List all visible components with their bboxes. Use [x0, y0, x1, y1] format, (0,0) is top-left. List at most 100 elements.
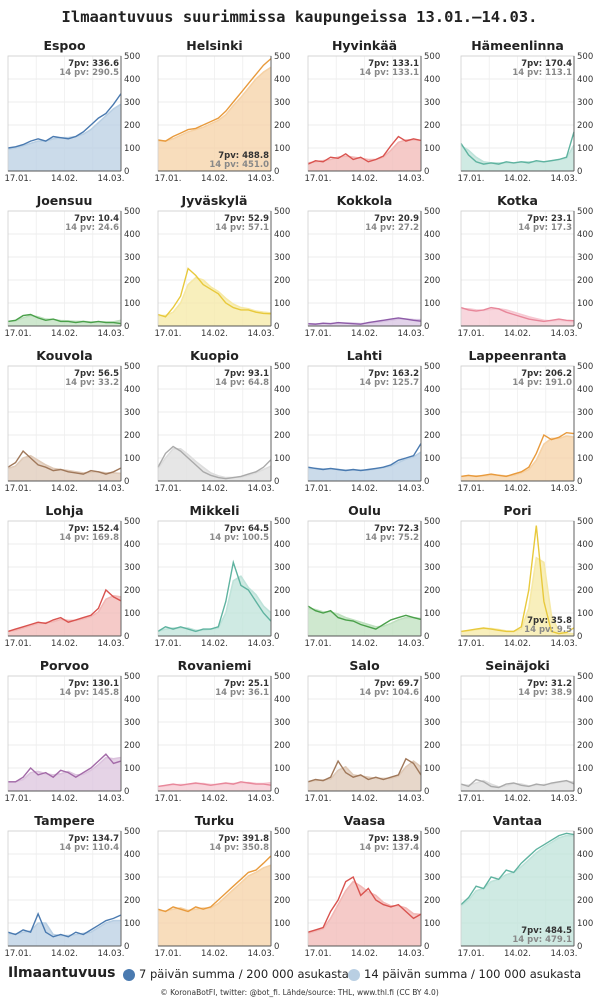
value-label-14: 14 pv: 9.5 — [524, 625, 572, 635]
y-tick-label: 400 — [577, 230, 593, 240]
y-tick-label: 400 — [577, 540, 593, 550]
x-tick-label: 17.01. — [457, 794, 484, 804]
y-tick-label: 200 — [424, 741, 440, 751]
y-tick-label: 100 — [274, 454, 290, 464]
y-tick-label: 0 — [577, 787, 582, 797]
y-tick-label: 400 — [274, 695, 290, 705]
small-multiples: Espoo 0 100 200 300 400 500 17.01. 14.02. 14.03. 7… — [4, 38, 593, 959]
y-tick-label: 100 — [124, 144, 140, 154]
x-tick-label: 17.01. — [4, 794, 31, 804]
y-tick-label: 200 — [124, 586, 140, 596]
series-14-area — [308, 139, 421, 171]
x-tick-label: 14.03. — [97, 794, 124, 804]
series-14-area — [461, 436, 574, 481]
panel-title: Kotka — [497, 193, 538, 208]
x-tick-label: 17.01. — [457, 639, 484, 649]
value-label-7: 7pv: 138.9 — [368, 834, 419, 844]
y-tick-label: 100 — [424, 454, 440, 464]
y-tick-label: 400 — [424, 850, 440, 860]
y-tick-label: 100 — [274, 609, 290, 619]
panel-oulu: Oulu 0 100 200 300 400 500 17.01. 14.02. 14.03. 7p… — [304, 503, 440, 649]
value-label-14: 14 pv: 24.6 — [65, 223, 119, 233]
x-tick-label: 17.01. — [457, 174, 484, 184]
panel-kouvola: Kouvola 0 100 200 300 400 500 17.01. 14.02. 14.03… — [4, 348, 140, 494]
y-tick-label: 100 — [274, 299, 290, 309]
y-tick-label: 200 — [124, 121, 140, 131]
series-7-line — [460, 306, 575, 323]
value-label-7: 7pv: 163.2 — [368, 369, 419, 379]
x-tick-label: 14.02. — [351, 174, 378, 184]
panel-title: Kokkola — [337, 193, 393, 208]
y-tick-label: 300 — [424, 98, 440, 108]
value-label-7: 7pv: 69.7 — [374, 679, 419, 689]
y-tick-label: 0 — [577, 942, 582, 952]
panel-porvoo: Porvoo 0 100 200 300 400 500 17.01. 14.02. 14.03.… — [4, 658, 140, 804]
value-label-7: 7pv: 484.5 — [521, 926, 572, 936]
x-tick-label: 14.02. — [201, 329, 228, 339]
panel-hyvinkää: Hyvinkää 0 100 200 300 400 500 17.01. 14.02. 14.0… — [304, 38, 440, 184]
x-tick-label: 14.02. — [51, 484, 78, 494]
panel-vaasa: Vaasa 0 100 200 300 400 500 17.01. 14.02. 14.03. 7… — [304, 813, 440, 959]
panel-pori: Pori 0 100 200 300 400 500 17.01. 14.02. 14.03. 7p… — [457, 503, 593, 649]
y-tick-label: 200 — [274, 741, 290, 751]
value-label-7: 7pv: 31.2 — [527, 679, 572, 689]
y-tick-label: 100 — [577, 454, 593, 464]
y-tick-label: 400 — [274, 540, 290, 550]
series-7-line — [157, 559, 272, 633]
y-tick-label: 400 — [424, 385, 440, 395]
x-tick-label: 17.01. — [154, 949, 181, 959]
value-label-7: 7pv: 170.4 — [521, 59, 572, 69]
x-tick-label: 14.02. — [504, 794, 531, 804]
y-tick-label: 300 — [577, 873, 593, 883]
panel-title: Hyvinkää — [332, 38, 397, 53]
y-tick-label: 0 — [124, 632, 129, 642]
panel-tampere: Tampere 0 100 200 300 400 500 17.01. 14.02. 14.03… — [4, 813, 140, 959]
series-7-line — [7, 911, 122, 938]
y-tick-label: 200 — [124, 431, 140, 441]
y-tick-label: 400 — [124, 230, 140, 240]
panel-title: Lohja — [45, 503, 83, 518]
y-tick-label: 300 — [124, 873, 140, 883]
series-14-area — [8, 920, 121, 946]
y-tick-label: 100 — [424, 144, 440, 154]
y-tick-label: 200 — [274, 276, 290, 286]
y-tick-label: 200 — [577, 121, 593, 131]
x-tick-label: 14.03. — [247, 639, 274, 649]
y-tick-label: 100 — [577, 144, 593, 154]
y-tick-label: 200 — [577, 896, 593, 906]
x-tick-label: 17.01. — [457, 329, 484, 339]
series-7-line — [7, 93, 122, 149]
series-14-area — [8, 104, 121, 171]
series-14-line — [158, 276, 272, 317]
y-tick-label: 300 — [124, 408, 140, 418]
value-label-14: 14 pv: 169.8 — [59, 533, 119, 543]
series-14-area — [308, 761, 421, 791]
y-tick-label: 0 — [124, 167, 129, 177]
x-tick-label: 14.03. — [397, 639, 424, 649]
y-tick-label: 200 — [274, 121, 290, 131]
value-label-7: 7pv: 52.9 — [224, 214, 269, 224]
y-tick-label: 400 — [124, 695, 140, 705]
panel-title: Salo — [349, 658, 380, 673]
series-14-area — [308, 319, 421, 326]
panel-title: Vantaa — [493, 813, 542, 828]
series-7-line — [157, 58, 272, 142]
panel-title: Seinäjoki — [485, 658, 550, 673]
panel-title: Rovaniemi — [178, 658, 252, 673]
y-tick-label: 0 — [577, 322, 582, 332]
y-tick-label: 200 — [424, 896, 440, 906]
y-tick-label: 200 — [424, 586, 440, 596]
y-tick-label: 300 — [424, 873, 440, 883]
y-tick-label: 300 — [424, 253, 440, 263]
y-tick-label: 500 — [577, 827, 593, 837]
value-label-7: 7pv: 152.4 — [68, 524, 119, 534]
value-label-7: 7pv: 25.1 — [224, 679, 269, 689]
y-tick-label: 200 — [577, 431, 593, 441]
y-tick-label: 100 — [124, 299, 140, 309]
y-tick-label: 400 — [124, 75, 140, 85]
y-tick-label: 100 — [424, 919, 440, 929]
x-tick-label: 17.01. — [304, 174, 331, 184]
y-tick-label: 400 — [124, 385, 140, 395]
y-tick-label: 300 — [577, 253, 593, 263]
y-tick-label: 200 — [124, 896, 140, 906]
